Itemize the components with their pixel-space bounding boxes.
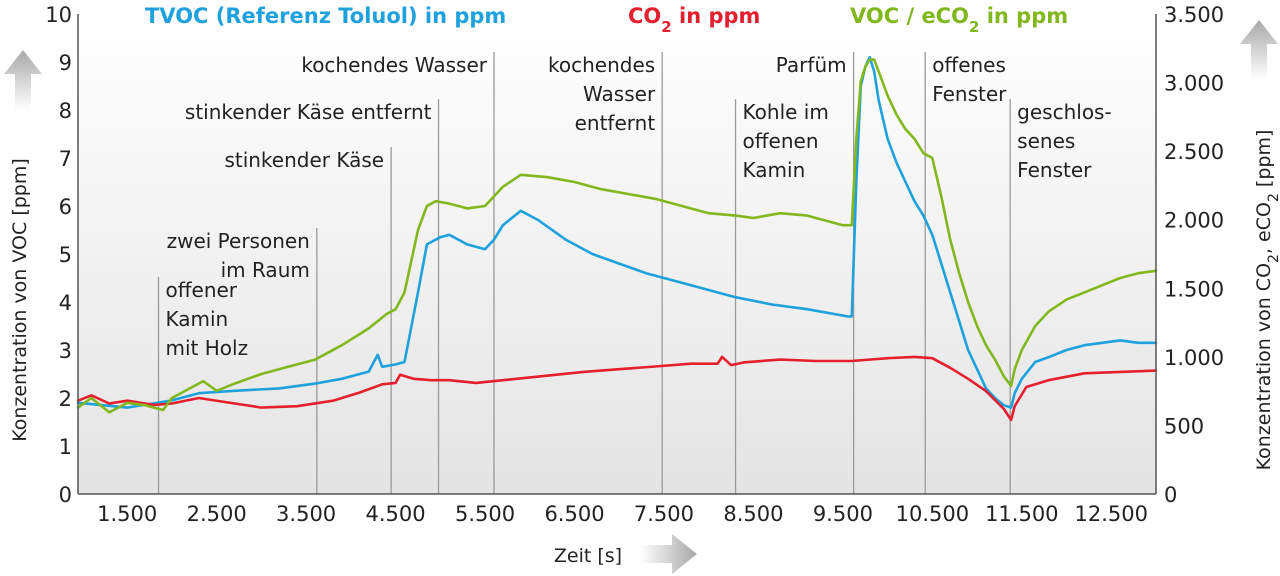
- x-tick-label: 12.500: [1075, 502, 1148, 526]
- event-lines: [157, 52, 1011, 494]
- event-annotation: offener: [166, 278, 238, 302]
- event-annotation: offenen: [743, 129, 819, 153]
- x-axis-label: Zeit [s]: [554, 545, 622, 567]
- y-left-tick-label: 8: [59, 99, 72, 123]
- series-layer: [76, 55, 1158, 422]
- event-annotation: zwei Personen: [167, 229, 310, 253]
- y-right-tick-label: 500: [1164, 414, 1204, 438]
- event-annotation: Fenster: [1017, 158, 1092, 182]
- event-annotation: Wasser: [583, 82, 656, 106]
- y-left-tick-label: 10: [45, 3, 72, 27]
- event-annotation: mit Holz: [166, 336, 249, 360]
- arrow-up-right-icon: [1240, 20, 1278, 80]
- series-line: [76, 55, 1158, 409]
- y-right-tick-label: 1.500: [1164, 277, 1224, 301]
- series-line: [76, 58, 1158, 414]
- x-tick-label: 8.500: [723, 502, 783, 526]
- event-annotation: kochendes: [548, 53, 655, 77]
- y-right-axis-ticks: 0 500 1.000 1.500 2.000 2.500 3.000 3.500: [1164, 3, 1224, 507]
- y-left-tick-label: 6: [59, 195, 72, 219]
- x-tick-label: 3.500: [276, 502, 336, 526]
- y-left-tick-label: 3: [59, 339, 72, 363]
- series-line: [76, 355, 1158, 422]
- event-annotation: Kohle im: [743, 100, 829, 124]
- event-annotation: stinkender Käse: [224, 148, 384, 172]
- y-right-tick-label: 2.500: [1164, 140, 1224, 164]
- x-tick-label: 9.500: [813, 502, 873, 526]
- event-annotations: offener Kamin mit Holz zwei Personen im Raum…: [166, 53, 1112, 360]
- event-annotation: stinkender Käse entfernt: [185, 100, 432, 124]
- event-annotation: geschlos-: [1017, 100, 1112, 124]
- y-right-tick-label: 0: [1164, 483, 1177, 507]
- x-tick-label: 5.500: [455, 502, 515, 526]
- legend-item: VOC / eCO2 in ppm: [850, 4, 1068, 36]
- y-left-tick-label: 9: [59, 51, 72, 75]
- event-annotation: kochendes Wasser: [301, 53, 487, 77]
- y-left-axis-ticks: 0 1 2 3 4 5 6 7 8 9 10: [45, 3, 72, 507]
- x-tick-label: 10.500: [896, 502, 969, 526]
- event-annotation: offenes: [932, 53, 1006, 77]
- event-annotation: Fenster: [932, 82, 1007, 106]
- y-right-tick-label: 2.000: [1164, 209, 1224, 233]
- x-tick-label: 2.500: [187, 502, 247, 526]
- event-annotation: Kamin: [166, 307, 229, 331]
- arrow-right-icon: [640, 534, 697, 574]
- x-axis-ticks: 1.500 2.500 3.500 4.500 5.500 6.500 7.500 8.500…: [97, 502, 1148, 526]
- x-tick-label: 7.500: [634, 502, 694, 526]
- y-right-tick-label: 1.000: [1164, 346, 1224, 370]
- y-left-tick-label: 1: [59, 435, 72, 459]
- x-tick-label: 4.500: [366, 502, 426, 526]
- legend: TVOC (Referenz Toluol) in ppm CO2 in ppm V…: [145, 4, 1068, 36]
- y-right-axis-label: Konzentration von CO2, eCO2 [ppm]: [1253, 130, 1280, 471]
- y-left-tick-label: 4: [59, 291, 72, 315]
- plot-background: [78, 14, 1156, 494]
- y-left-tick-label: 2: [59, 387, 72, 411]
- legend-item: TVOC (Referenz Toluol) in ppm: [145, 4, 506, 28]
- x-tick-label: 1.500: [97, 502, 157, 526]
- x-tick-label: 11.500: [985, 502, 1058, 526]
- event-annotation: entfernt: [575, 111, 656, 135]
- event-annotation: senes: [1017, 129, 1075, 153]
- y-left-tick-label: 0: [59, 483, 72, 507]
- y-left-axis-label: Konzentration von VOC [ppm]: [9, 158, 31, 442]
- legend-item: CO2 in ppm: [628, 4, 760, 36]
- y-right-tick-label: 3.500: [1164, 3, 1224, 27]
- event-annotation: Parfüm: [776, 53, 847, 77]
- event-annotation: im Raum: [221, 258, 310, 282]
- event-annotation: Kamin: [743, 158, 806, 182]
- x-tick-label: 6.500: [544, 502, 604, 526]
- y-right-tick-label: 3.000: [1164, 72, 1224, 96]
- arrow-up-left-icon: [4, 50, 42, 110]
- y-left-tick-label: 7: [59, 147, 72, 171]
- y-left-tick-label: 5: [59, 243, 72, 267]
